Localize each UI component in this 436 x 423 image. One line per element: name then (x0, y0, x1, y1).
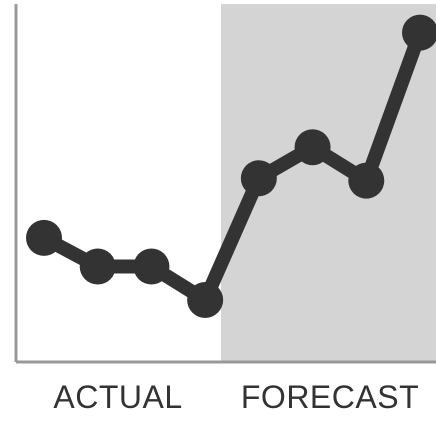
series-group (26, 14, 436, 318)
data-point (402, 14, 436, 51)
region-label-actual: ACTUAL (53, 379, 182, 415)
data-point (348, 162, 385, 199)
data-point (79, 248, 116, 285)
data-point (26, 219, 62, 256)
data-point (187, 281, 224, 318)
data-point (294, 129, 331, 166)
region-label-forecast: FORECAST (241, 379, 419, 415)
data-point (240, 160, 277, 197)
data-point (133, 248, 170, 285)
